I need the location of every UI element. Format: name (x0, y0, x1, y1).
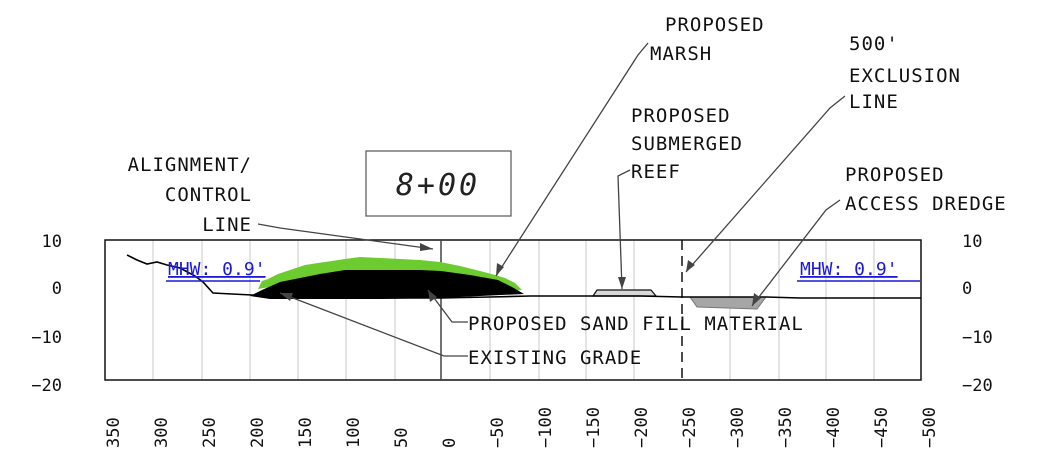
callout-text: ALIGNMENT/ (128, 154, 252, 176)
mhw-label-left: MHW: 0.9' (168, 259, 266, 280)
x-tick-label: −250 (680, 407, 700, 448)
y-tick-label: 10 (42, 232, 62, 252)
callout-text: PROPOSED (631, 105, 731, 127)
callout-text: ACCESS DREDGE (845, 193, 1007, 215)
y-tick-label: −20 (31, 376, 62, 396)
callout-text: PROPOSED (845, 164, 945, 186)
y-tick-label: 0 (962, 279, 972, 299)
y-axis-left: 10 0 −10 −20 (31, 232, 62, 396)
x-tick-label: −500 (920, 407, 940, 448)
callout-existing-grade: EXISTING GRADE (468, 347, 642, 369)
callout-dredge: PROPOSED ACCESS DREDGE (845, 164, 1007, 215)
callout-text: PROPOSED (665, 14, 765, 36)
callout-text: MARSH (650, 43, 712, 65)
callout-exclusion: 500' EXCLUSION LINE (849, 33, 961, 113)
x-tick-label: −350 (776, 407, 796, 448)
callout-text: REEF (631, 161, 681, 183)
callout-reef: PROPOSED SUBMERGED REEF (631, 105, 743, 183)
x-tick-label: −200 (632, 407, 652, 448)
x-tick-label: 250 (200, 417, 220, 448)
x-tick-label: 100 (344, 417, 364, 448)
x-tick-label: 50 (392, 428, 412, 448)
x-tick-label: 150 (296, 417, 316, 448)
x-tick-label: 350 (104, 417, 124, 448)
sand-fill (250, 270, 524, 299)
x-tick-label: 300 (152, 417, 172, 448)
x-tick-label: −400 (824, 407, 844, 448)
x-tick-label: −450 (872, 407, 892, 448)
leader-lines (257, 42, 846, 357)
callout-text: 500' (849, 33, 899, 55)
y-tick-label: −10 (962, 328, 993, 348)
callout-text: CONTROL (165, 184, 252, 206)
y-tick-label: 10 (962, 232, 982, 252)
callout-text: EXCLUSION (849, 65, 961, 87)
x-tick-label: −150 (584, 407, 604, 448)
station-box (365, 150, 512, 217)
station-label: 8+00 (396, 168, 480, 203)
submerged-reef (591, 289, 658, 297)
callout-text: SUBMERGED (631, 133, 743, 155)
y-tick-label: −10 (31, 328, 62, 348)
leader-arrowheads (280, 243, 761, 306)
x-axis: 350 300 250 200 150 100 50 0 −50 −100 −1… (104, 407, 940, 448)
section-frame (104, 239, 922, 381)
x-tick-label: −100 (536, 407, 556, 448)
y-axis-right: 10 0 −10 −20 (962, 232, 993, 396)
existing-grade-line (126, 254, 921, 299)
callout-alignment: ALIGNMENT/ CONTROL LINE (128, 154, 252, 236)
x-tick-label: −300 (728, 407, 748, 448)
y-tick-label: 0 (52, 279, 62, 299)
callout-text: LINE (202, 214, 252, 236)
callout-marsh: PROPOSED MARSH (650, 14, 765, 65)
y-tick-label: −20 (962, 376, 993, 396)
x-tick-label: 0 (440, 438, 460, 448)
callout-sand-fill: PROPOSED SAND FILL MATERIAL (468, 313, 804, 335)
x-tick-label: 200 (248, 417, 268, 448)
callout-text: LINE (849, 91, 899, 113)
mhw-label-right: MHW: 0.9' (800, 259, 898, 280)
x-tick-label: −50 (488, 417, 508, 448)
